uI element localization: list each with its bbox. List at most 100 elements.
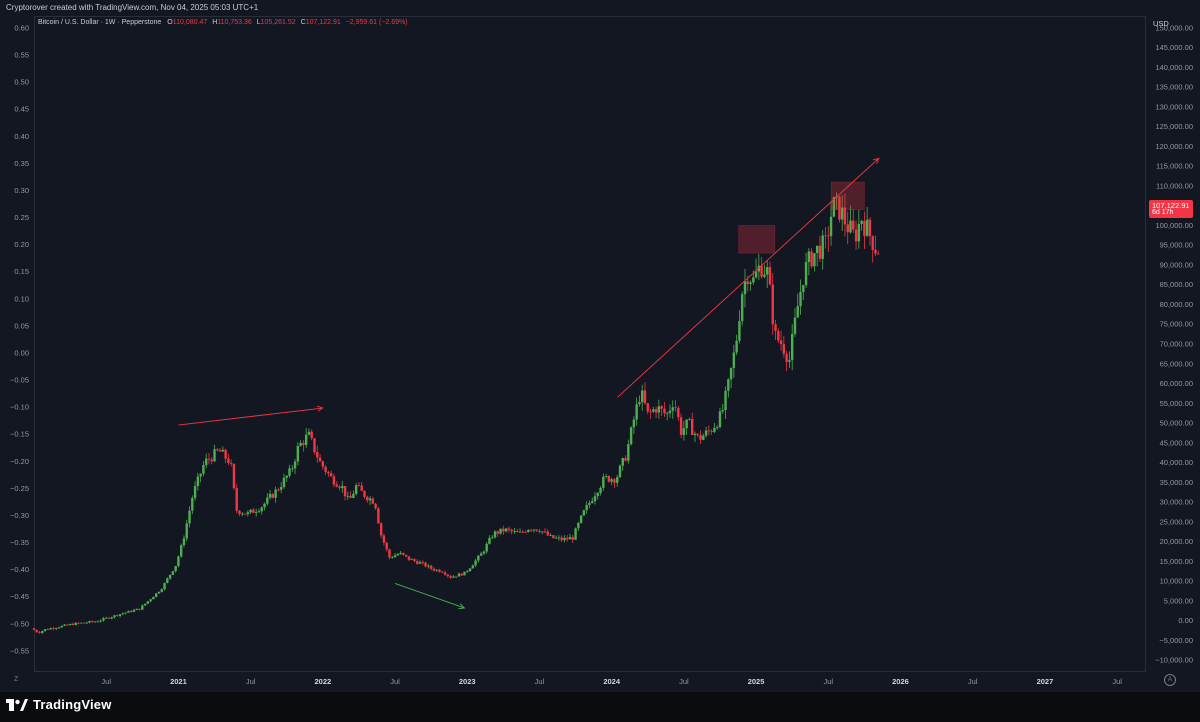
price-tick-label: 70,000.00: [1160, 340, 1193, 349]
candle-down: [771, 284, 774, 325]
price-tick-label: 75,000.00: [1160, 320, 1193, 329]
candle-down: [71, 624, 75, 626]
zoom-button[interactable]: Z: [14, 676, 19, 683]
currency-label[interactable]: USD: [1153, 19, 1169, 28]
time-tick-label: 2022: [314, 677, 331, 686]
candle-down: [446, 574, 450, 577]
candle-down: [107, 617, 111, 619]
auto-scale-button[interactable]: A: [1164, 674, 1176, 686]
candle-down: [535, 529, 538, 532]
candle-up: [468, 568, 472, 572]
legend-change: −2,959.61 (−2.69%): [346, 19, 408, 26]
candle-down: [407, 556, 411, 560]
candle-up: [602, 476, 605, 488]
candle-down: [782, 344, 786, 354]
legend-h-value: 110,753.36: [217, 19, 252, 26]
candle-up: [807, 251, 811, 263]
left-axis[interactable]: [0, 16, 34, 672]
candle-up: [268, 494, 272, 498]
candle-up: [260, 507, 263, 512]
candle-up: [596, 493, 599, 497]
candle-up: [152, 596, 155, 600]
candle-up: [832, 197, 836, 217]
ratio-tick-label: −0.20: [10, 457, 29, 466]
ratio-tick-label: 0.25: [14, 213, 29, 222]
chart-pane[interactable]: [34, 16, 1146, 672]
price-tick-label: 35,000.00: [1160, 478, 1193, 487]
candle-up: [279, 487, 283, 490]
candle-down: [321, 461, 325, 467]
candle-down: [521, 531, 524, 533]
candle-up: [477, 555, 480, 561]
candle-up: [93, 621, 97, 623]
candle-down: [624, 458, 627, 461]
candle-up: [585, 505, 588, 511]
candle-up: [102, 618, 105, 621]
candle-down: [52, 628, 55, 630]
time-axis[interactable]: [0, 672, 1200, 692]
candle-up: [618, 465, 622, 478]
candle-up: [202, 465, 205, 474]
candle-down: [216, 449, 219, 451]
candle-down: [868, 219, 872, 237]
candle-up: [399, 552, 402, 555]
candle-down: [571, 537, 574, 540]
candle-down: [674, 407, 677, 409]
candle-up: [632, 419, 636, 428]
candle-down: [379, 523, 383, 536]
candle-down: [388, 549, 391, 558]
candle-up: [80, 622, 83, 624]
price-tick-label: 80,000.00: [1160, 300, 1193, 309]
ratio-tick-label: 0.50: [14, 78, 29, 87]
candle-up: [393, 555, 397, 558]
candle-up: [582, 510, 586, 516]
candle-down: [382, 535, 386, 543]
candle-up: [685, 419, 688, 429]
price-tick-label: 25,000.00: [1160, 517, 1193, 526]
candle-down: [607, 475, 611, 482]
candle-down: [424, 562, 427, 567]
candle-up: [105, 617, 108, 619]
candle-up: [491, 537, 494, 539]
candle-up: [141, 605, 144, 610]
candle-up: [135, 608, 138, 610]
candle-up: [452, 576, 455, 578]
candle-down: [432, 568, 436, 571]
candle-down: [416, 561, 419, 564]
candle-up: [738, 321, 741, 341]
price-tick-label: 30,000.00: [1160, 498, 1193, 507]
candle-up: [193, 485, 197, 498]
price-axis[interactable]: [1146, 16, 1200, 672]
candle-down: [449, 576, 452, 578]
candle-up: [504, 528, 508, 532]
candle-down: [210, 459, 213, 462]
candle-down: [32, 628, 36, 631]
ratio-tick-label: −0.35: [10, 538, 29, 547]
candle-down: [785, 353, 788, 362]
candle-up: [63, 624, 66, 626]
candle-down: [810, 251, 813, 267]
candle-up: [221, 449, 225, 452]
candle-down: [77, 622, 80, 624]
candle-up: [666, 413, 669, 414]
tradingview-logo[interactable]: TradingView: [6, 697, 112, 712]
candle-down: [363, 490, 366, 497]
candle-down: [91, 621, 94, 622]
candle-down: [429, 565, 433, 569]
candle-up: [471, 565, 475, 569]
candle-down: [130, 610, 133, 612]
candle-down: [854, 229, 858, 242]
candle-down: [66, 624, 69, 626]
time-tick-label: 2025: [748, 677, 765, 686]
time-tick-label: 2024: [603, 677, 621, 686]
candle-up: [121, 613, 125, 615]
candle-up: [154, 593, 158, 597]
candle-down: [338, 486, 341, 489]
candle-down: [332, 476, 336, 485]
candle-down: [779, 340, 783, 345]
top-bar: Cryptorover created with TradingView.com…: [0, 0, 1200, 16]
time-tick-label: Jul: [968, 677, 978, 686]
trendline-arrowhead: [872, 157, 880, 165]
candle-up: [391, 557, 394, 559]
candle-up: [849, 220, 852, 233]
